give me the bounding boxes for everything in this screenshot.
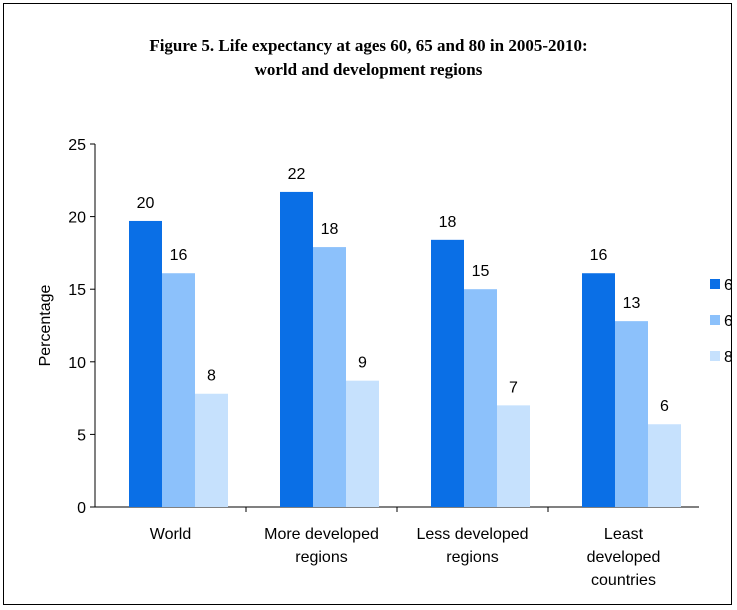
- y-axis-label: Percentage: [37, 284, 54, 366]
- bar: [280, 191, 313, 507]
- data-label: 9: [358, 355, 367, 372]
- x-category-label: regions: [295, 549, 347, 566]
- x-category-label: More developed: [264, 526, 379, 543]
- bar: [464, 289, 497, 507]
- legend-label: 80: [724, 349, 732, 366]
- x-category-label: developed: [587, 549, 661, 566]
- legend-label: 65: [724, 313, 732, 330]
- data-label: 13: [623, 295, 641, 312]
- bar: [582, 273, 615, 507]
- bar-chart: 0 5 10 15 20 25 Percentage 20 16 8 World 22 18 9 More …: [37, 137, 732, 589]
- bar: [313, 247, 346, 508]
- data-label: 16: [590, 247, 608, 264]
- chart-subtitle: world and development regions: [254, 60, 483, 79]
- data-label: 16: [170, 247, 188, 264]
- x-category-label: Less developed: [416, 526, 528, 543]
- legend-label: 60: [724, 277, 732, 294]
- y-tick-label: 5: [77, 427, 86, 444]
- bar: [431, 239, 464, 507]
- data-label: 8: [207, 368, 216, 385]
- x-category-label: World: [150, 526, 192, 543]
- x-category-label: regions: [446, 549, 498, 566]
- data-label: 18: [439, 214, 457, 231]
- x-category-label: Least: [604, 526, 644, 543]
- data-label: 22: [288, 166, 306, 183]
- bar: [129, 220, 162, 507]
- bar: [346, 380, 379, 507]
- y-tick-label: 25: [68, 137, 86, 154]
- data-label: 18: [321, 221, 339, 238]
- bar: [497, 405, 530, 507]
- chart-title-block: Figure 5. Life expectancy at ages 60, 65…: [4, 34, 731, 82]
- x-category-label: countries: [591, 572, 656, 589]
- bar: [615, 321, 648, 507]
- y-tick-label: 10: [68, 355, 86, 372]
- chart-frame: Figure 5. Life expectancy at ages 60, 65…: [3, 3, 732, 605]
- bar: [648, 424, 681, 507]
- bar: [195, 393, 228, 507]
- bar: [162, 273, 195, 507]
- legend-swatch: [710, 315, 720, 325]
- chart-title: Figure 5. Life expectancy at ages 60, 65…: [149, 36, 588, 55]
- data-label: 20: [137, 195, 155, 212]
- data-label: 15: [472, 263, 490, 280]
- data-label: 6: [660, 398, 669, 415]
- y-tick-label: 0: [77, 500, 86, 517]
- y-tick-label: 15: [68, 282, 86, 299]
- y-tick-label: 20: [68, 210, 86, 227]
- legend-swatch: [710, 351, 720, 361]
- data-label: 7: [509, 379, 518, 396]
- legend-swatch: [710, 279, 720, 289]
